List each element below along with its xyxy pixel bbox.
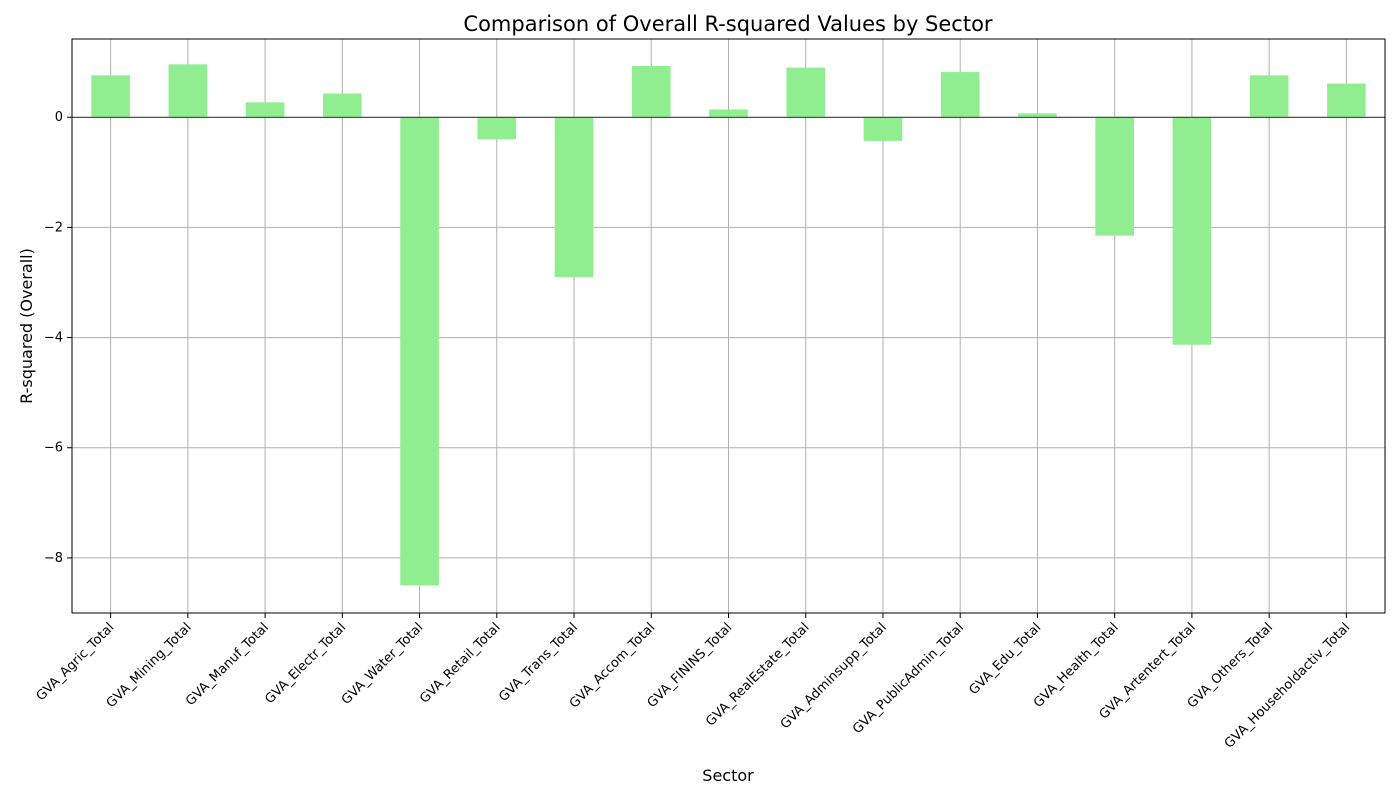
x-tick-label: GVA_Mining_Total — [104, 620, 195, 711]
bar-GVA_Artentert_Total — [1172, 117, 1212, 345]
bar-GVA_Mining_Total — [168, 64, 208, 118]
x-tick-label: GVA_Manuf_Total — [183, 620, 272, 709]
y-tick-label: −6 — [44, 441, 63, 456]
bar-GVA_FININS_Total — [709, 109, 748, 118]
bars-layer — [72, 64, 1385, 586]
x-tick-label: GVA_Electr_Total — [262, 620, 349, 707]
y-axis-label: R-squared (Overall) — [17, 248, 36, 404]
bar-GVA_Trans_Total — [554, 117, 594, 277]
x-tick-label: GVA_Agric_Total — [34, 620, 118, 704]
x-tick-label: GVA_Others_Total — [1185, 620, 1276, 711]
bar-GVA_Retail_Total — [477, 117, 517, 140]
bar-GVA_RealEstate_Total — [786, 67, 826, 118]
bar-GVA_PublicAdmin_Total — [940, 72, 980, 118]
x-tick-label: GVA_Trans_Total — [496, 620, 581, 705]
bar-GVA_Electr_Total — [323, 93, 362, 118]
bar-GVA_Edu_Total — [1018, 113, 1057, 118]
bar-GVA_Agric_Total — [91, 75, 130, 118]
y-tick-label: −2 — [44, 220, 63, 235]
x-axis-label: Sector — [702, 766, 754, 785]
bar-GVA_Others_Total — [1249, 75, 1289, 118]
plot-frame — [71, 38, 1386, 614]
chart-title: Comparison of Overall R-squared Values b… — [463, 12, 993, 36]
y-tick-label: −8 — [44, 551, 63, 566]
x-tick-label: GVA_Water_Total — [339, 620, 427, 708]
bar-GVA_Adminsupp_Total — [863, 117, 903, 141]
bar-GVA_Water_Total — [400, 117, 439, 586]
bar-GVA_Manuf_Total — [245, 102, 285, 118]
x-tick-label: GVA_Edu_Total — [966, 620, 1044, 698]
bar-GVA_Householdactiv_Total — [1327, 83, 1366, 118]
x-tick-label: GVA_Retail_Total — [417, 620, 503, 706]
bar-GVA_Accom_Total — [631, 65, 671, 118]
bar-GVA_Health_Total — [1095, 117, 1134, 236]
y-tick-label: 0 — [55, 110, 63, 125]
x-tick-label: GVA_Householdactiv_Total — [1222, 620, 1353, 751]
y-tick-label: −4 — [44, 331, 63, 346]
x-tick-label: GVA_Accom_Total — [567, 620, 658, 711]
x-tick-label: GVA_Health_Total — [1031, 620, 1122, 711]
x-tick-label: GVA_FININS_Total — [645, 620, 736, 711]
